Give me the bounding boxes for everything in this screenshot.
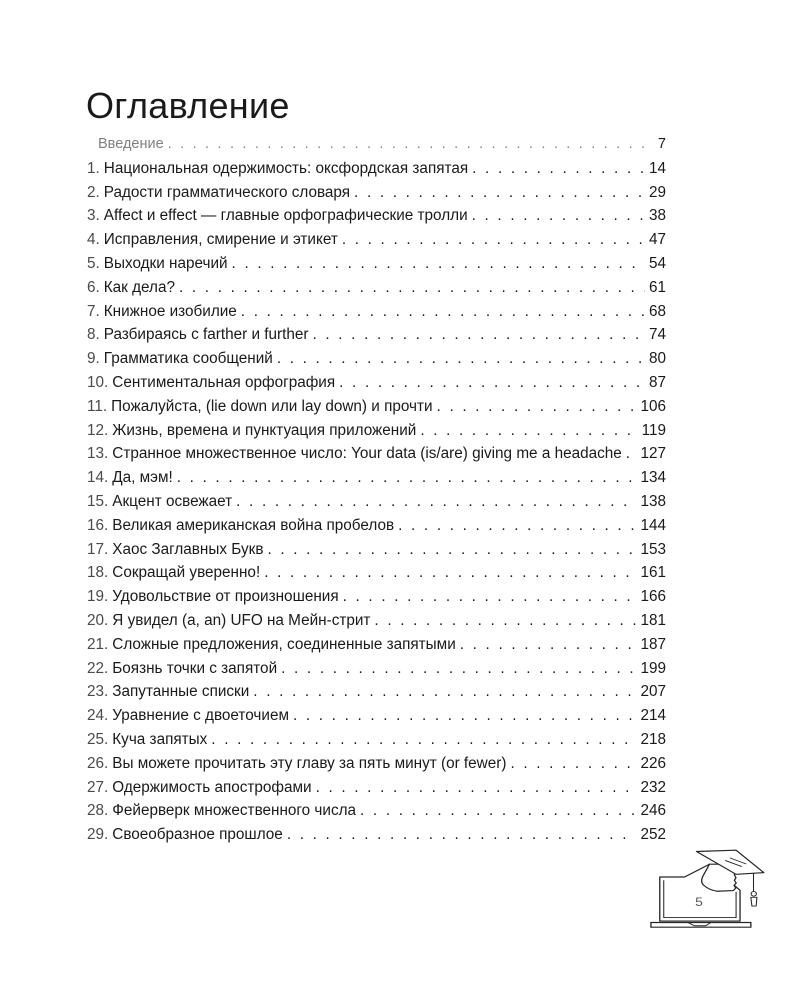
svg-text:5: 5 <box>695 895 703 909</box>
